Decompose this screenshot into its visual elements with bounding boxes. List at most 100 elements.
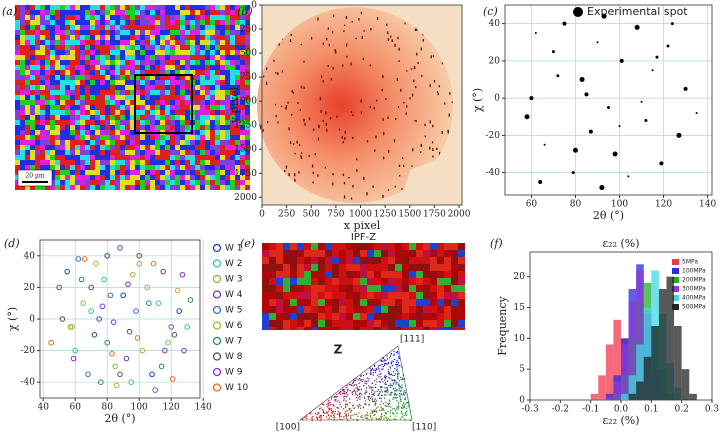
ipf-pixel: [269, 278, 276, 285]
grain-pixel: [245, 155, 250, 160]
spot: [83, 257, 88, 262]
spot: [535, 32, 537, 34]
grain-pixel: [210, 125, 215, 130]
ipf-point: [404, 390, 405, 391]
grain-pixel: [60, 75, 65, 80]
grain-pixel: [185, 95, 190, 100]
grain-pixel: [30, 130, 35, 135]
ipf-pixel: [339, 313, 346, 320]
ipf-point: [344, 393, 345, 394]
grain-pixel: [75, 175, 80, 180]
grain-pixel: [175, 45, 180, 50]
ipf-pixel: [402, 250, 409, 257]
y-tick-label: 0: [494, 94, 500, 104]
grain-pixel: [70, 45, 75, 50]
grain-pixel: [225, 170, 230, 175]
ipf-point: [389, 372, 390, 373]
grain-pixel: [60, 50, 65, 55]
grain-pixel: [215, 90, 220, 95]
grain-pixel: [235, 160, 240, 165]
grain-pixel: [115, 5, 120, 10]
grain-pixel: [165, 120, 170, 125]
grain-pixel: [210, 185, 215, 190]
ipf-pixel: [346, 320, 353, 327]
grain-pixel: [35, 40, 40, 45]
grain-pixel: [105, 15, 110, 20]
grain-pixel: [165, 155, 170, 160]
grain-pixel: [155, 105, 160, 110]
ipf-point: [399, 380, 400, 381]
grain-pixel: [225, 180, 230, 185]
grain-pixel: [50, 15, 55, 20]
ipf-point: [387, 391, 388, 392]
grain-pixel: [105, 115, 110, 120]
ipf-pixel: [437, 285, 444, 292]
ipf-point: [406, 402, 407, 403]
ipf-pixel: [318, 320, 325, 327]
grain-pixel: [235, 60, 240, 65]
grain-pixel: [195, 30, 200, 35]
grain-pixel: [180, 30, 185, 35]
spot: [538, 180, 542, 184]
grain-pixel: [35, 30, 40, 35]
grain-pixel: [190, 5, 195, 10]
grain-pixel: [220, 5, 225, 10]
ipf-point: [370, 415, 371, 416]
diffraction-spot: [348, 177, 349, 179]
diffraction-spot: [412, 148, 413, 151]
legend-label: W 3: [225, 275, 243, 285]
diffraction-spot: [413, 80, 414, 83]
ipf-point: [350, 415, 351, 416]
grain-pixel: [170, 115, 175, 120]
diffraction-spot: [285, 107, 286, 110]
grain-pixel: [55, 25, 60, 30]
grain-pixel: [90, 80, 95, 85]
grain-pixel: [80, 50, 85, 55]
diffraction-spot: [277, 72, 278, 75]
grain-pixel: [105, 145, 110, 150]
ipf-point: [361, 389, 362, 390]
ipf-pixel: [304, 313, 311, 320]
grain-pixel: [90, 25, 95, 30]
grain-pixel: [65, 10, 70, 15]
grain-pixel: [95, 185, 100, 190]
ipf-pixel: [297, 299, 304, 306]
grain-pixel: [55, 10, 60, 15]
grain-pixel: [140, 45, 145, 50]
grain-pixel: [50, 90, 55, 95]
spot: [620, 59, 624, 63]
grain-pixel: [55, 150, 60, 155]
grain-pixel: [150, 170, 155, 175]
ipf-point: [398, 356, 399, 357]
diffraction-spot: [406, 105, 407, 107]
grain-pixel: [120, 110, 125, 115]
grain-pixel: [60, 115, 65, 120]
ipf-pixel: [367, 243, 374, 250]
ipf-point: [384, 398, 385, 399]
ipf-point: [336, 394, 337, 395]
grain-pixel: [45, 135, 50, 140]
grain-pixel: [80, 60, 85, 65]
grain-pixel: [165, 65, 170, 70]
x-tick-label: 1750: [423, 210, 446, 220]
grain-pixel: [150, 125, 155, 130]
grain-pixel: [210, 35, 215, 40]
ipf-pixel: [339, 250, 346, 257]
grain-pixel: [130, 20, 135, 25]
grain-pixel: [15, 70, 20, 75]
x-tick-label: 500: [303, 210, 320, 220]
grain-pixel: [170, 100, 175, 105]
grain-pixel: [20, 155, 25, 160]
grain-pixel: [95, 110, 100, 115]
grain-pixel: [130, 30, 135, 35]
grain-pixel: [25, 15, 30, 20]
ipf-pixel: [409, 278, 416, 285]
diffraction-spot: [415, 29, 416, 31]
grain-pixel: [55, 40, 60, 45]
grain-pixel: [70, 105, 75, 110]
grain-pixel: [50, 160, 55, 165]
ipf-point: [358, 406, 359, 407]
grain-pixel: [120, 45, 125, 50]
ipf-point: [387, 392, 388, 393]
